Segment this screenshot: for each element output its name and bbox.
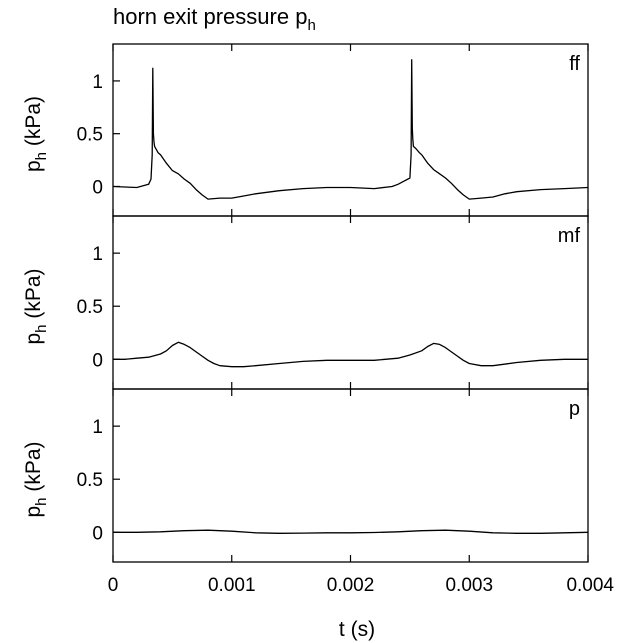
y-axis-label: ph (kPa) bbox=[22, 441, 50, 517]
y-tick-label: 0 bbox=[92, 523, 103, 544]
x-tick-label: 0.004 bbox=[566, 575, 614, 596]
y-axis-label: ph (kPa) bbox=[22, 268, 50, 344]
x-tick-label: 0 bbox=[108, 575, 119, 596]
y-axis-label-unit: (kPa) bbox=[22, 441, 45, 497]
y-axis-label-main: p bbox=[22, 506, 45, 518]
y-axis-label-subscript: h bbox=[33, 152, 50, 160]
y-axis-label-unit: (kPa) bbox=[22, 268, 45, 324]
panel-tag-label: ff bbox=[569, 53, 580, 75]
y-tick-label: 0 bbox=[92, 177, 103, 198]
x-tick-label: 0.003 bbox=[445, 575, 493, 596]
y-tick-label: 1 bbox=[92, 244, 103, 265]
y-tick-label: 0.5 bbox=[77, 297, 103, 318]
chart-title-subscript: h bbox=[307, 17, 315, 34]
series-line-mf bbox=[113, 341, 588, 368]
panel-frame bbox=[112, 388, 589, 563]
y-axis-label-main: p bbox=[22, 160, 45, 172]
x-tick-label: 0.002 bbox=[327, 575, 375, 596]
y-axis-label-subscript: h bbox=[33, 497, 50, 505]
series-line-ff bbox=[112, 59, 589, 200]
x-axis-ticks: 0 0.001 0.002 0.003 0.004 bbox=[108, 575, 615, 596]
x-tick-label: 0.001 bbox=[208, 575, 256, 596]
y-axis-label: ph (kPa) bbox=[22, 96, 50, 172]
panel-tag-label: mf bbox=[558, 225, 581, 247]
y-tick-label: 0.5 bbox=[77, 470, 103, 491]
y-axis-label-subscript: h bbox=[33, 324, 50, 332]
y-tick-label: 0 bbox=[92, 350, 103, 371]
x-axis-label: t (s) bbox=[339, 618, 375, 641]
y-axis-label-unit: (kPa) bbox=[22, 96, 45, 152]
chart-title-main: horn exit pressure p bbox=[113, 4, 307, 29]
y-tick-label: 1 bbox=[92, 72, 103, 93]
panel-ff: 0 0.5 1 ff ph (kPa) bbox=[22, 43, 589, 217]
panel-mf: 0 0.5 1 mf ph (kPa) bbox=[22, 215, 589, 390]
panel-tag-label: p bbox=[569, 398, 580, 420]
panel-frame bbox=[112, 43, 589, 217]
y-tick-label: 0.5 bbox=[77, 125, 103, 146]
chart-title: horn exit pressure ph bbox=[113, 4, 316, 34]
y-axis-label-main: p bbox=[22, 333, 45, 345]
series-line-p bbox=[113, 529, 589, 534]
y-tick-label: 1 bbox=[92, 417, 103, 438]
